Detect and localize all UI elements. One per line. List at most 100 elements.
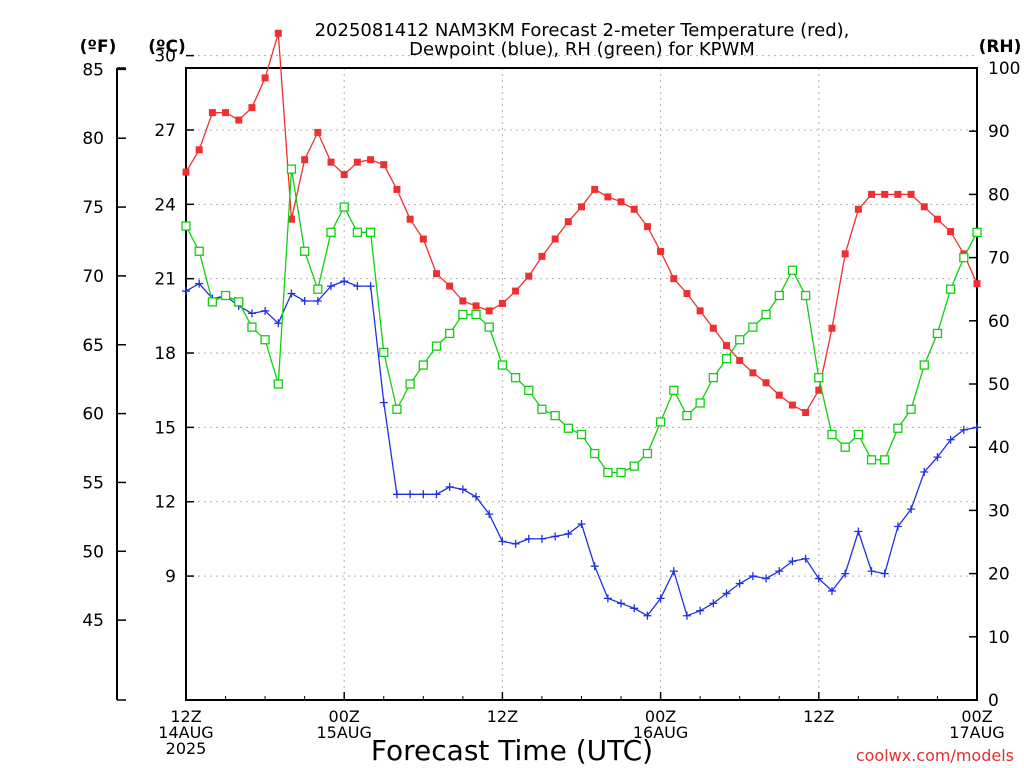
rh-point — [827, 429, 837, 440]
dewpoint-point — [709, 599, 718, 608]
rh-point — [550, 410, 560, 421]
temperature-point — [894, 190, 902, 198]
rh-point — [326, 227, 336, 237]
rh-tick-label: 10 — [988, 628, 1010, 648]
fahrenheit-tick-label: 80 — [82, 129, 104, 149]
temperature-point — [947, 228, 955, 236]
rh-point — [616, 467, 626, 478]
temperature-point — [670, 275, 678, 283]
rh-point — [932, 328, 943, 339]
dewpoint-point — [867, 567, 876, 576]
dewpoint-point — [498, 537, 507, 546]
rh-point — [919, 360, 929, 370]
temperature-point — [683, 290, 691, 298]
temperature-point — [920, 203, 928, 211]
dewpoint-point — [564, 529, 573, 538]
fahrenheit-tick-label: 70 — [82, 267, 104, 287]
rh-tick-label: 50 — [988, 375, 1010, 395]
temperature-point — [657, 247, 665, 255]
dewpoint-point — [722, 589, 731, 598]
chart-title-line2: Dewpoint (blue), RH (green) for KPWM — [409, 39, 755, 60]
temperature-point — [788, 401, 796, 409]
celsius-tick-label: 27 — [154, 121, 176, 141]
fahrenheit-unit-label: (ºF) — [80, 37, 117, 57]
temperature-point — [314, 128, 322, 136]
rh-point — [471, 309, 481, 320]
x-tick-label: 12Z — [803, 707, 834, 726]
dewpoint-point — [682, 611, 691, 620]
temperature-point — [459, 297, 467, 305]
dewpoint-point — [696, 606, 705, 615]
rh-point — [642, 448, 653, 459]
rh-point — [972, 227, 982, 237]
dewpoint-point — [551, 532, 560, 541]
dewpoint-point — [775, 567, 784, 576]
temperature-point — [643, 223, 651, 231]
temperature-point — [591, 185, 599, 193]
dewpoint-point — [182, 287, 190, 296]
rh-point — [893, 423, 903, 433]
fahrenheit-tick-label: 65 — [82, 336, 104, 356]
series-layer — [181, 29, 982, 620]
dewpoint-point — [274, 319, 283, 328]
dewpoint-point — [195, 279, 204, 288]
dewpoint-point — [247, 309, 256, 318]
dewpoint-point — [327, 282, 336, 291]
rh-point — [313, 284, 323, 294]
rh-point — [906, 404, 916, 414]
rh-point — [484, 322, 494, 332]
rh-tick-label: 60 — [988, 312, 1010, 332]
dewpoint-point — [577, 520, 586, 529]
rh-point — [629, 461, 639, 471]
temperature-point — [301, 156, 309, 164]
temperature-point — [564, 218, 572, 226]
dewpoint-point — [261, 306, 270, 315]
rh-point — [603, 467, 613, 478]
rh-point — [563, 423, 573, 433]
dewpoint-point — [762, 574, 771, 583]
temperature-point — [248, 104, 256, 112]
celsius-tick-label: 24 — [154, 195, 176, 215]
celsius-tick-label: 12 — [154, 493, 176, 513]
dewpoint-point — [630, 604, 639, 613]
temperature-point — [854, 205, 862, 213]
dewpoint-point — [432, 490, 441, 499]
rh-tick-label: 100 — [988, 59, 1020, 79]
rh-point — [445, 328, 455, 339]
x-tick-label: 12Z — [170, 707, 201, 726]
temperature-point — [709, 324, 717, 332]
temperature-point — [367, 156, 375, 164]
temperature-point — [933, 215, 941, 223]
x-tick-label: 14AUG — [158, 723, 213, 742]
rh-point — [458, 309, 468, 320]
dewpoint-point — [907, 505, 916, 514]
x-tick-label: 00Z — [961, 707, 992, 726]
dewpoint-point — [537, 534, 546, 543]
celsius-tick-label: 15 — [154, 418, 176, 438]
rh-point — [392, 404, 402, 414]
temperature-point — [907, 190, 915, 198]
temperature-point — [419, 235, 427, 243]
rh-point — [260, 335, 270, 345]
dewpoint-point — [458, 485, 467, 494]
temperature-point — [340, 171, 348, 179]
temperature-point — [222, 109, 230, 117]
rh-point — [273, 379, 283, 389]
x-axis-label: Forecast Time (UTC) — [371, 734, 653, 767]
temperature-point — [551, 235, 559, 243]
temperature-point — [472, 302, 480, 310]
dewpoint-point — [959, 425, 968, 434]
dewpoint-point — [472, 492, 481, 501]
celsius-tick-label: 9 — [165, 567, 176, 587]
dewpoint-point — [379, 398, 388, 407]
celsius-ticks: 9 12 15 18 21 24 27 30 — [154, 47, 194, 587]
dewpoint-point — [656, 594, 665, 603]
dewpoint-point — [300, 296, 309, 305]
rh-point — [379, 347, 389, 358]
rh-point — [207, 297, 218, 307]
fahrenheit-ticks: 45 50 55 60 65 70 75 80 85 — [82, 60, 126, 701]
rh-point — [418, 360, 428, 370]
rh-point — [365, 227, 376, 237]
rh-point — [576, 429, 587, 440]
